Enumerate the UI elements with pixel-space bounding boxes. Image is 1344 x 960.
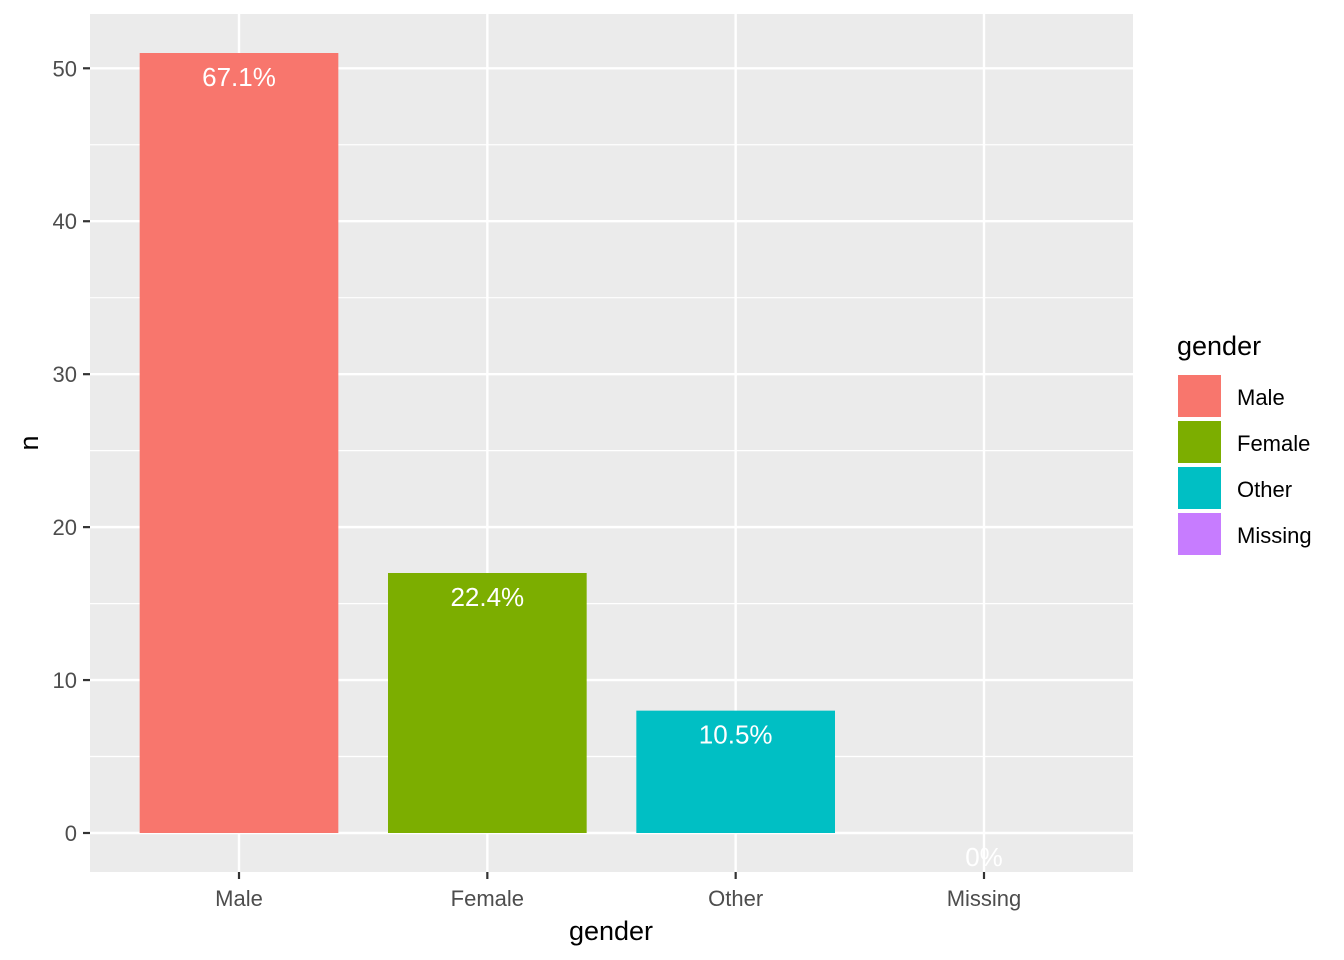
- legend-key-missing: [1176, 511, 1223, 557]
- legend-key-male: [1176, 373, 1223, 419]
- y-tick-label: 30: [53, 362, 77, 387]
- bars: [139, 53, 835, 833]
- bar-other: [636, 710, 835, 833]
- y-axis: 0 10 20 30 40 50: [53, 56, 90, 846]
- x-axis-title: gender: [569, 916, 653, 946]
- bar-labels: 67.1% 22.4% 10.5% 0%: [202, 62, 1003, 872]
- bar-male: [139, 53, 339, 833]
- y-tick-label: 50: [53, 56, 77, 81]
- legend-label-male: Male: [1237, 385, 1285, 410]
- y-tick-label: 0: [65, 821, 77, 846]
- bar-label-female: 22.4%: [450, 582, 524, 612]
- y-axis-title: n: [14, 435, 44, 450]
- legend: gender Male Female Other Missing: [1176, 331, 1312, 557]
- x-tick-label: Missing: [947, 886, 1022, 911]
- y-tick-label: 40: [53, 209, 77, 234]
- bar-label-missing: 0%: [965, 842, 1003, 872]
- x-axis: Male Female Other Missing: [215, 872, 1021, 911]
- legend-label-other: Other: [1237, 477, 1292, 502]
- legend-label-missing: Missing: [1237, 523, 1312, 548]
- x-tick-label: Other: [708, 886, 763, 911]
- legend-label-female: Female: [1237, 431, 1310, 456]
- bar-label-other: 10.5%: [699, 720, 773, 750]
- bar-label-male: 67.1%: [202, 62, 276, 92]
- x-tick-label: Female: [451, 886, 524, 911]
- x-tick-label: Male: [215, 886, 263, 911]
- y-tick-label: 20: [53, 515, 77, 540]
- legend-title: gender: [1177, 331, 1261, 361]
- y-tick-label: 10: [53, 668, 77, 693]
- legend-key-other: [1176, 465, 1223, 511]
- bar-female: [388, 573, 587, 833]
- legend-key-female: [1176, 419, 1223, 465]
